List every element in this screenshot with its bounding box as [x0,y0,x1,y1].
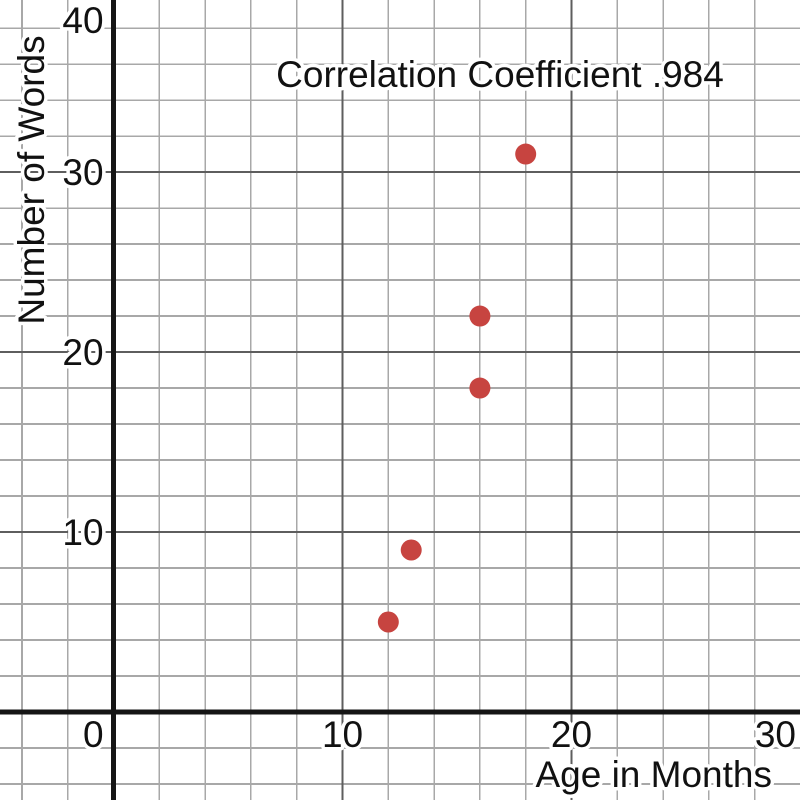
x-tick-label: 20 [551,714,592,755]
x-tick-label: 0 [83,714,104,755]
data-point[interactable] [469,377,491,399]
data-point[interactable] [377,611,399,633]
y-axis-label: Number of Words [11,35,52,324]
x-tick-label: 10 [322,714,363,755]
data-points [377,143,537,633]
tick-labels: 0 10 20 30 10 20 30 40 [59,0,800,759]
data-point[interactable] [469,305,491,327]
x-tick-label: 30 [755,714,796,755]
y-tick-label: 20 [62,332,103,373]
data-point[interactable] [515,143,537,165]
y-tick-label: 40 [62,0,103,41]
data-point[interactable] [400,539,422,561]
x-axis-label: Age in Months [535,754,772,795]
correlation-annotation: Correlation Coefficient .984 [276,54,724,95]
y-tick-label: 10 [62,512,103,553]
y-tick-label: 30 [62,152,103,193]
